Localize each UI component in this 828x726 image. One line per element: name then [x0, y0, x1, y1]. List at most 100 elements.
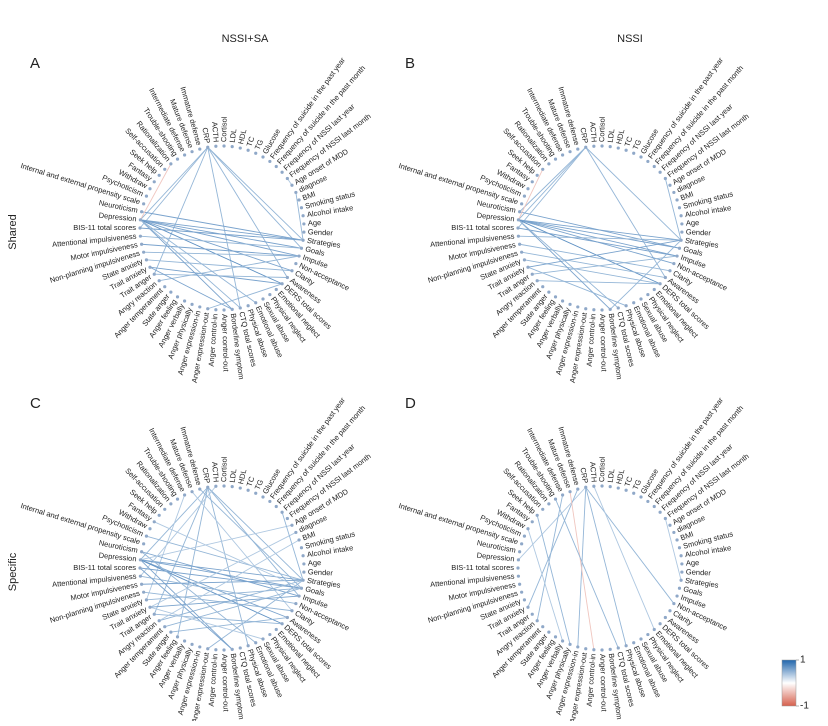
node: [663, 615, 667, 620]
edge: [585, 487, 627, 646]
node: [302, 230, 306, 234]
edge: [146, 494, 186, 601]
edge: [149, 595, 300, 608]
node-label: TC: [245, 135, 257, 148]
node-label: Depression: [476, 211, 515, 224]
edge: [146, 587, 302, 601]
edge: [139, 227, 304, 241]
node: [148, 187, 152, 191]
node: [190, 490, 194, 494]
node: [677, 206, 682, 210]
node-label: Depression: [98, 211, 137, 224]
node: [254, 151, 258, 155]
node: [144, 598, 149, 602]
node-label: LDL: [228, 468, 239, 483]
node: [290, 183, 294, 187]
edge: [518, 219, 611, 310]
node: [301, 214, 305, 218]
node: [294, 261, 298, 266]
node: [157, 279, 161, 283]
node-label: LDL: [606, 128, 617, 143]
node: [568, 302, 572, 306]
node: [680, 222, 684, 226]
edge: [518, 169, 544, 221]
edge: [140, 146, 209, 221]
node: [152, 520, 156, 524]
node: [522, 194, 527, 198]
node: [301, 578, 305, 582]
edge: [141, 211, 304, 241]
node: [142, 202, 146, 206]
node: [163, 167, 167, 171]
edge: [207, 579, 304, 650]
node: [624, 488, 628, 492]
node: [138, 218, 143, 222]
node: [516, 218, 521, 222]
node-label: BIS-11 total scores: [451, 223, 514, 232]
node: [214, 484, 218, 488]
row-title: Shared: [7, 214, 19, 249]
node: [530, 612, 534, 616]
node: [535, 173, 539, 177]
node: [169, 162, 173, 166]
node: [144, 194, 149, 198]
node: [301, 238, 305, 242]
node: [658, 170, 662, 174]
node: [148, 265, 152, 269]
node: [672, 530, 676, 535]
node: [301, 554, 305, 558]
node: [646, 159, 650, 164]
edge: [518, 219, 661, 285]
node-label: Anger control-in: [207, 313, 220, 366]
node-label: BIS-11 total scores: [73, 223, 136, 232]
node: [672, 261, 676, 266]
node: [285, 516, 289, 521]
node: [254, 641, 258, 645]
node: [608, 485, 612, 489]
node: [520, 250, 524, 254]
node: [299, 586, 304, 590]
node: [274, 164, 278, 169]
node: [518, 210, 522, 214]
edge: [521, 251, 666, 278]
node-label: LDL: [606, 468, 617, 483]
edge: [585, 486, 675, 604]
node-label: Gender: [686, 567, 712, 577]
node-label: Cortisol: [597, 116, 607, 142]
node: [584, 307, 588, 311]
node: [568, 642, 572, 646]
node: [230, 307, 234, 311]
node-label: HDL: [236, 128, 248, 145]
edge: [149, 532, 297, 608]
node: [672, 190, 676, 195]
node: [246, 644, 250, 648]
edge: [518, 235, 682, 241]
edge: [207, 487, 249, 646]
node: [608, 307, 612, 311]
node: [175, 295, 180, 299]
node: [568, 490, 572, 494]
node: [148, 605, 152, 609]
node-label: Age: [686, 218, 700, 228]
panel-letter: A: [30, 55, 40, 72]
node: [541, 625, 545, 629]
node: [624, 644, 628, 648]
node: [668, 523, 672, 527]
node: [608, 647, 612, 651]
node: [142, 590, 146, 594]
edge: [140, 219, 256, 304]
node: [516, 234, 521, 238]
node: [297, 198, 301, 202]
node: [182, 153, 187, 157]
node: [668, 269, 672, 273]
node: [157, 513, 161, 517]
node: [516, 226, 520, 230]
node: [175, 157, 180, 161]
node: [639, 495, 643, 499]
node: [138, 558, 143, 562]
node: [280, 170, 284, 174]
node: [246, 488, 250, 492]
node: [663, 516, 667, 521]
node: [238, 146, 242, 150]
